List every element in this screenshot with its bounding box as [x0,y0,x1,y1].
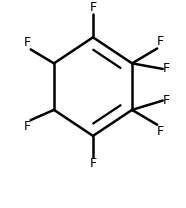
Text: F: F [24,120,31,133]
Text: F: F [89,157,97,170]
Text: F: F [24,36,31,50]
Text: F: F [157,36,164,48]
Text: F: F [163,94,170,107]
Text: F: F [157,125,164,138]
Text: F: F [89,1,97,14]
Text: F: F [163,62,170,76]
